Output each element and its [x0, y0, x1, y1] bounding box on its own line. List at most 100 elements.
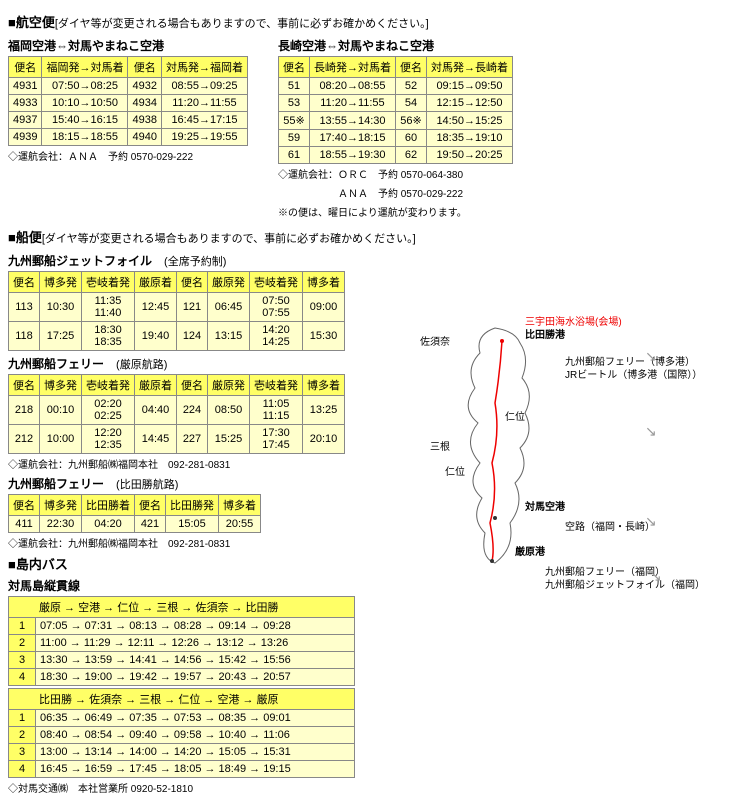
col-header: 対馬発→長崎着	[426, 57, 512, 78]
cell: 19:25→19:55	[161, 129, 247, 146]
cell: 218	[9, 396, 40, 425]
bus-table-2: 比田勝 → 佐須奈 → 三根 → 仁位 → 空港 → 厳原106:35 → 06…	[8, 688, 355, 778]
map-niijiru: 仁位	[445, 463, 465, 478]
col-header: 比田勝発	[166, 495, 219, 516]
cell: 18:15→18:55	[42, 129, 128, 146]
cell: 53	[278, 95, 309, 112]
bus-header: 厳原 → 空港 → 仁位 → 三根 → 佐須奈 → 比田勝	[9, 597, 355, 618]
cell: 4937	[9, 112, 42, 129]
cell: 12:2012:35	[82, 425, 135, 454]
cell: 55※	[278, 112, 309, 130]
cell: 51	[278, 78, 309, 95]
cell: 14:2014:25	[250, 322, 303, 351]
bus-num: 3	[9, 652, 36, 669]
bus-times: 07:05 → 07:31 → 08:13 → 08:28 → 09:14 → …	[36, 618, 355, 635]
cell: 13:55→14:30	[309, 112, 395, 130]
cell: 08:55→09:25	[161, 78, 247, 95]
cell: 12:45	[135, 293, 177, 322]
cell: 421	[135, 516, 166, 533]
cell: 09:15→09:50	[426, 78, 512, 95]
cell: 08:50	[208, 396, 250, 425]
island-outline	[440, 323, 560, 573]
cell: 17:3017:45	[250, 425, 303, 454]
cell: 22:30	[40, 516, 82, 533]
fukuoka-title: 福岡空港⇔対馬やまねこ空港	[8, 37, 248, 54]
map-airport: 対馬空港	[525, 498, 565, 513]
cell: 15:30	[303, 322, 345, 351]
cell: 212	[9, 425, 40, 454]
bus-times: 11:00 → 11:29 → 12:11 → 12:26 → 13:12 → …	[36, 635, 355, 652]
bus-times: 13:00 → 13:14 → 14:00 → 14:20 → 15:05 → …	[36, 744, 355, 761]
col-header: 便名	[395, 57, 426, 78]
bus-num: 2	[9, 727, 36, 744]
bus-num: 4	[9, 761, 36, 778]
col-header: 博多発	[40, 495, 82, 516]
air-heading: ■航空便[ダイヤ等が変更される場合もありますので、事前に必ずお確かめください。]	[8, 12, 742, 31]
map-hitakatsu: 比田勝港	[525, 326, 565, 341]
cell: 10:10→10:50	[42, 95, 128, 112]
cell: 56※	[395, 112, 426, 130]
ferry1-table: 便名博多発壱岐着発厳原着便名厳原発壱岐着発博多着21800:1002:2002:…	[8, 374, 345, 454]
col-header: 厳原発	[208, 272, 250, 293]
cell: 04:40	[135, 396, 177, 425]
col-header: 福岡発→対馬着	[42, 57, 128, 78]
col-header: 壱岐着発	[82, 375, 135, 396]
cell: 4939	[9, 129, 42, 146]
cell: 02:2002:25	[82, 396, 135, 425]
bus-header: 比田勝 → 佐須奈 → 三根 → 仁位 → 空港 → 厳原	[9, 689, 355, 710]
bus-num: 3	[9, 744, 36, 761]
cell: 224	[177, 396, 208, 425]
col-header: 壱岐着発	[250, 272, 303, 293]
col-header: 博多着	[303, 272, 345, 293]
cell: 59	[278, 130, 309, 147]
col-header: 厳原発	[208, 375, 250, 396]
cell: 61	[278, 147, 309, 164]
nagasaki-foot3: ※の便は、曜日により運航が変わります。	[278, 204, 513, 219]
col-header: 博多着	[303, 375, 345, 396]
cell: 19:50→20:25	[426, 147, 512, 164]
col-header: 便名	[9, 272, 40, 293]
nagasaki-block: 長崎空港⇔対馬やまねこ空港 便名長崎発→対馬着便名対馬発→長崎着5108:20→…	[278, 33, 513, 223]
col-header: 便名	[278, 57, 309, 78]
fukuoka-block: 福岡空港⇔対馬やまねこ空港 便名福岡発→対馬着便名対馬発→福岡着493107:5…	[8, 33, 248, 167]
col-header: 便名	[177, 272, 208, 293]
map-jet-fukuoka: 九州郵船ジェットフォイル（福岡）	[545, 576, 705, 591]
cell: 20:55	[219, 516, 261, 533]
ferry2-foot: ◇運航会社：九州郵船㈱福岡本社 092-281-0831	[8, 535, 355, 550]
cell: 17:40→18:15	[309, 130, 395, 147]
col-header: 便名	[177, 375, 208, 396]
nagasaki-table: 便名長崎発→対馬着便名対馬発→長崎着5108:20→08:555209:15→0…	[278, 56, 513, 164]
cell: 11:20→11:55	[309, 95, 395, 112]
cell: 14:45	[135, 425, 177, 454]
cell: 11:0511:15	[250, 396, 303, 425]
cell: 4940	[128, 129, 161, 146]
ferry1-foot: ◇運航会社：九州郵船㈱福岡本社 092-281-0831	[8, 456, 355, 471]
cell: 00:10	[40, 396, 82, 425]
cell: 4938	[128, 112, 161, 129]
bus-table-1: 厳原 → 空港 → 仁位 → 三根 → 佐須奈 → 比田勝107:05 → 07…	[8, 596, 355, 686]
col-header: 厳原着	[135, 375, 177, 396]
cell: 13:25	[303, 396, 345, 425]
map-jr: JRビートル（博多港（国際））	[565, 366, 702, 381]
jet-title: 九州郵船ジェットフォイル (全席予約制)	[8, 252, 355, 269]
cell: 4934	[128, 95, 161, 112]
cell: 227	[177, 425, 208, 454]
cell: 15:05	[166, 516, 219, 533]
cell: 54	[395, 95, 426, 112]
bus-num: 1	[9, 710, 36, 727]
cell: 121	[177, 293, 208, 322]
ferry1-title: 九州郵船フェリー (厳原航路)	[8, 355, 355, 372]
cell: 08:20→08:55	[309, 78, 395, 95]
col-header: 博多着	[219, 495, 261, 516]
ferry2-title: 九州郵船フェリー (比田勝航路)	[8, 475, 355, 492]
map-nii: 仁位	[505, 408, 525, 423]
col-header: 博多発	[40, 375, 82, 396]
bus-times: 16:45 → 16:59 → 17:45 → 18:05 → 18:49 → …	[36, 761, 355, 778]
col-header: 長崎発→対馬着	[309, 57, 395, 78]
cell: 10:00	[40, 425, 82, 454]
fukuoka-table: 便名福岡発→対馬着便名対馬発→福岡着493107:50→08:25493208:…	[8, 56, 248, 146]
map-airroute: 空路（福岡・長崎）	[565, 518, 655, 533]
jet-table: 便名博多発壱岐着発厳原着便名厳原発壱岐着発博多着11310:3011:3511:…	[8, 271, 345, 351]
cell: 13:15	[208, 322, 250, 351]
bus-times: 08:40 → 08:54 → 09:40 → 09:58 → 10:40 → …	[36, 727, 355, 744]
